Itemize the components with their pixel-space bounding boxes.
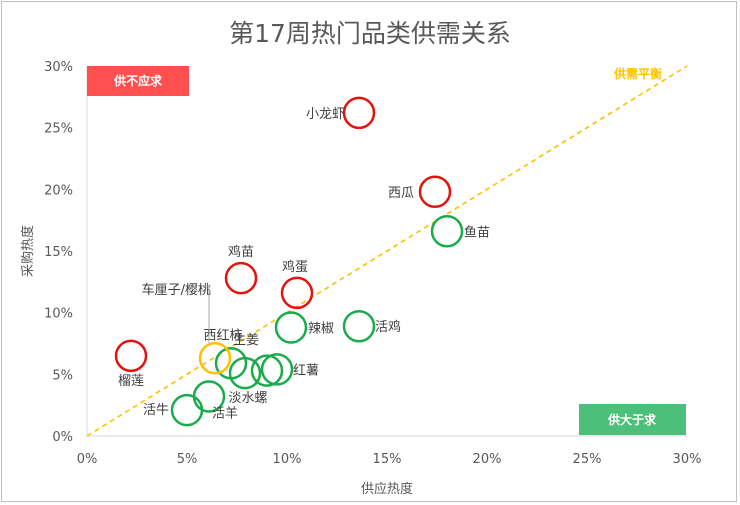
data-point <box>170 393 204 427</box>
point-label: 鱼苗 <box>464 224 490 240</box>
point-label: 生姜 <box>233 333 259 348</box>
data-point <box>224 261 258 295</box>
balance-line-label: 供需平衡 <box>613 66 662 81</box>
y-tick-label: 5% <box>52 368 73 383</box>
x-tick-label: 25% <box>573 452 602 467</box>
point-label: 淡水螺 <box>228 391 267 406</box>
shortage-tag <box>87 66 189 96</box>
data-point <box>228 356 262 390</box>
chart-title: 第17周热门品类供需关系 <box>229 19 511 48</box>
point-label: 西瓜 <box>388 186 414 201</box>
data-point <box>198 342 232 375</box>
point-label: 活羊 <box>212 406 238 422</box>
shortage-tag-label: 供不应求 <box>113 73 163 88</box>
y-tick-label: 15% <box>44 245 73 260</box>
data-point <box>342 309 376 343</box>
y-axis-title: 采购热度 <box>20 225 36 277</box>
point-label: 活鸡 <box>375 319 401 335</box>
data-point <box>260 353 294 386</box>
y-tick-label: 30% <box>44 60 73 75</box>
y-tick-label: 0% <box>52 430 73 445</box>
data-point <box>418 175 452 209</box>
x-tick-label: 15% <box>373 452 402 467</box>
surplus-tag-label: 供大于求 <box>607 412 657 427</box>
point-label: 鸡苗 <box>228 244 254 260</box>
point-label: 鸡蛋 <box>282 259 308 275</box>
data-point <box>430 215 464 248</box>
data-point <box>250 354 284 387</box>
y-tick-label: 25% <box>44 122 73 137</box>
callout-label: 车厘子/樱桃 <box>142 282 211 298</box>
x-tick-label: 10% <box>273 452 302 467</box>
point-label: 小龙虾 <box>306 107 345 122</box>
callout-leader-line <box>203 285 210 344</box>
x-tick-label: 20% <box>473 452 502 467</box>
x-tick-label: 0% <box>77 452 98 467</box>
x-tick-label: 30% <box>673 452 702 467</box>
data-point <box>280 276 314 310</box>
data-point <box>342 96 376 130</box>
point-label: 辣椒 <box>308 321 334 336</box>
balance-line <box>86 65 688 437</box>
surplus-tag <box>579 404 686 435</box>
data-point <box>114 339 148 373</box>
y-tick-label: 10% <box>44 307 73 322</box>
point-label: 红薯 <box>293 362 319 378</box>
point-label: 活牛 <box>143 403 169 418</box>
x-tick-label: 5% <box>177 452 198 467</box>
point-label: 榴莲 <box>118 374 144 389</box>
y-tick-label: 20% <box>44 183 73 198</box>
x-axis-title: 供应热度 <box>361 481 413 497</box>
point-label: 西红柿 <box>203 327 242 343</box>
data-point <box>274 311 308 344</box>
